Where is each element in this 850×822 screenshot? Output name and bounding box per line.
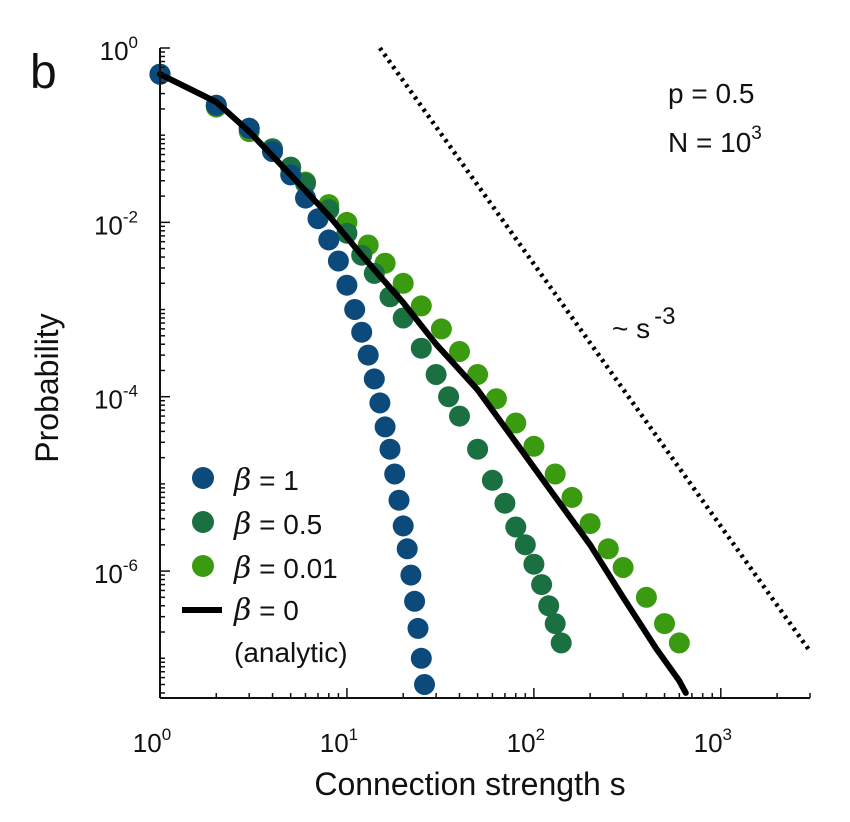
series-1-point — [505, 516, 527, 538]
y-axis-label: Probability — [29, 313, 65, 462]
series-1-point — [523, 553, 545, 575]
legend-sublabel-analytic: (analytic) — [234, 637, 348, 668]
series-0-point — [318, 229, 340, 251]
series-2-point — [668, 632, 690, 654]
series-1-point — [538, 595, 560, 617]
series-1-point — [438, 386, 460, 408]
x-tick-label: 102 — [507, 725, 545, 758]
legend-label-beta-0-5: β = 0.5 — [233, 507, 322, 542]
series-0-point — [384, 463, 406, 485]
slope-annotation: ~ s -3 — [612, 303, 675, 344]
series-0-point — [396, 538, 418, 560]
series-2-point — [544, 463, 566, 485]
series-1-point — [481, 469, 503, 491]
series-2-point — [561, 486, 583, 508]
series-0-point — [400, 564, 422, 586]
series-0-point — [327, 250, 349, 272]
series-2-point — [505, 412, 527, 434]
reference-slope-line — [378, 46, 812, 653]
legend-label-beta-0: β = 0 — [233, 593, 299, 628]
x-tick-label: 101 — [320, 725, 358, 758]
series-1-point — [467, 438, 489, 460]
tick-labels: 100 101 102 103 100 10-2 10-4 10-6 — [94, 33, 732, 758]
series-2-point — [612, 557, 634, 578]
x-tick-label: 103 — [694, 725, 732, 758]
series-2-point — [597, 538, 619, 560]
series-0-point — [392, 515, 414, 537]
plot-area — [149, 46, 812, 696]
series-2-point — [523, 435, 545, 457]
series-2-point — [430, 318, 452, 340]
series-1-point — [514, 534, 536, 556]
series-1-point — [425, 364, 447, 385]
ticks — [159, 47, 811, 698]
p-annotation: p = 0.5 — [668, 78, 754, 109]
legend-label-beta-1: β = 1 — [233, 463, 299, 498]
series-0-point — [414, 674, 435, 695]
legend-marker-beta-1 — [192, 467, 214, 489]
y-tick-label: 10-4 — [94, 382, 138, 415]
y-tick-label: 10-2 — [94, 207, 138, 240]
y-tick-label: 100 — [100, 33, 138, 66]
x-tick-label: 100 — [133, 725, 171, 758]
series-0-point — [351, 321, 373, 343]
series-0-point — [388, 489, 410, 511]
series-1-point — [410, 337, 432, 359]
series-2-point — [449, 341, 470, 362]
series-0-point — [344, 299, 366, 320]
series-1-point — [544, 613, 566, 635]
series-1-point — [449, 405, 470, 427]
series-0-point — [379, 438, 401, 460]
series-1-point — [550, 632, 572, 654]
x-axis-label: Connection strength s — [314, 766, 625, 802]
legend-marker-beta-0-01 — [192, 555, 214, 577]
series-0-point — [410, 647, 432, 669]
series-0-point — [369, 392, 391, 414]
y-tick-label: 10-6 — [94, 556, 138, 589]
series-0-point — [363, 368, 385, 390]
series-0-point — [374, 416, 396, 438]
series-2-point — [579, 513, 601, 535]
analytic-line — [157, 71, 689, 696]
series-0-point — [357, 344, 379, 366]
legend: β = 1 β = 0.5 β = 0.01 β = 0 (analytic) — [182, 463, 348, 668]
panel-letter: b — [30, 46, 57, 99]
series-1-point — [494, 492, 516, 514]
series-0-point — [336, 274, 358, 296]
series-2-point — [410, 295, 432, 317]
series-2-point — [654, 613, 675, 635]
series-0-point — [407, 617, 429, 639]
series-2-point — [635, 586, 657, 608]
legend-label-beta-0-01: β = 0.01 — [233, 551, 338, 586]
series-2-point — [392, 272, 414, 294]
series-0-point — [404, 590, 426, 612]
legend-marker-beta-0-5 — [192, 511, 214, 533]
series-1-point — [531, 574, 553, 596]
n-annotation: N = 103 — [668, 123, 762, 158]
